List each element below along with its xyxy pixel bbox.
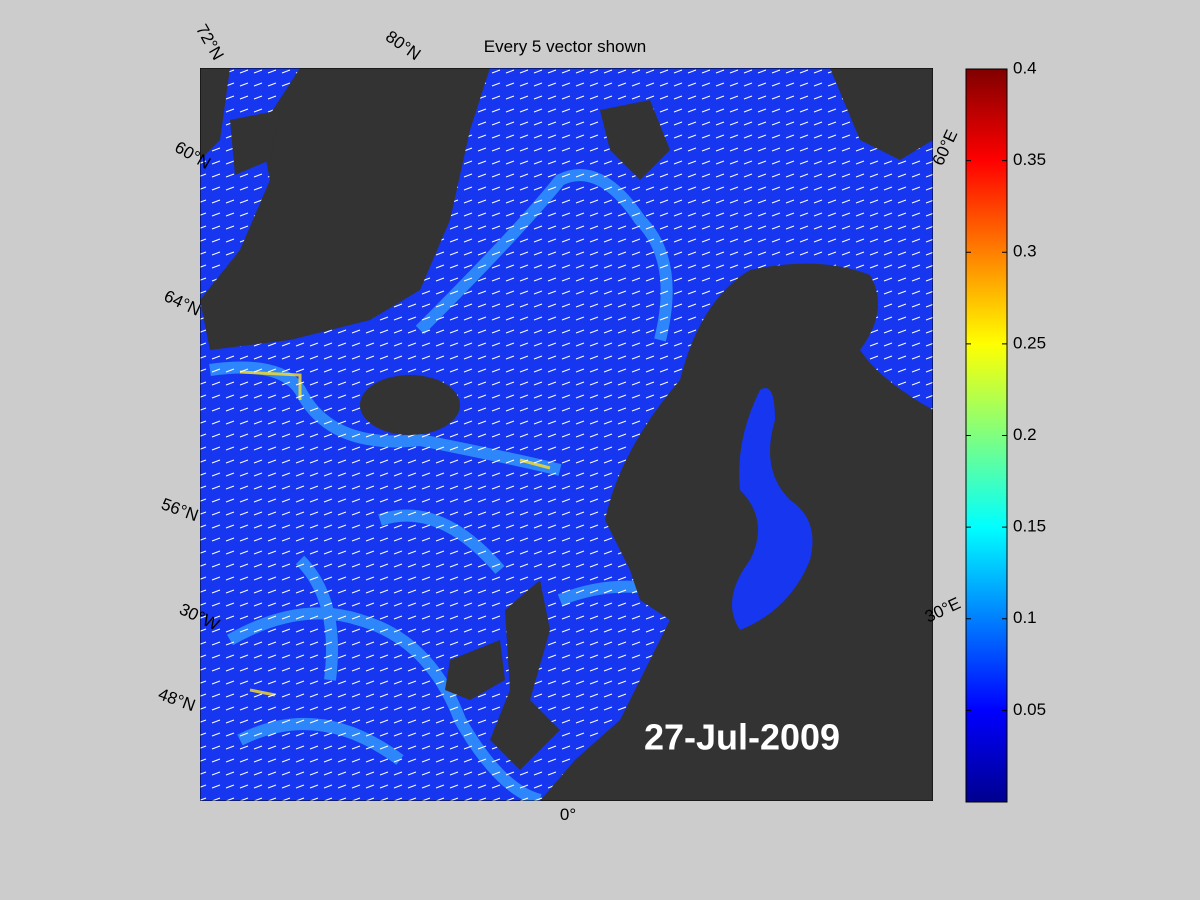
colorbar-tick-label: 0.2 (1013, 425, 1037, 444)
lat-label: 48°N (156, 684, 198, 715)
land (200, 68, 933, 801)
colorbar-tick-label: 0.25 (1013, 333, 1046, 352)
lon-label: 60°E (929, 127, 962, 169)
lat-label: 72°N (192, 21, 227, 63)
date-label: 27-Jul-2009 (644, 717, 840, 758)
lat-label: 56°N (159, 494, 201, 525)
lat-label: 64°N (161, 286, 203, 319)
title: Every 5 vector shown (484, 37, 647, 56)
map (200, 68, 933, 801)
lat-label: 80°N (382, 27, 424, 64)
colorbar (965, 68, 1008, 803)
colorbar-tick-label: 0.4 (1013, 58, 1037, 77)
lon-label: 0° (560, 805, 576, 824)
colorbar-tick-label: 0.1 (1013, 608, 1037, 627)
colorbar-tick-label: 0.35 (1013, 150, 1046, 169)
colorbar-tick-label: 0.05 (1013, 700, 1046, 719)
colorbar-tick-label: 0.15 (1013, 517, 1046, 536)
baltic-sea (732, 388, 813, 630)
colorbar-tick-label: 0.3 (1013, 242, 1037, 261)
